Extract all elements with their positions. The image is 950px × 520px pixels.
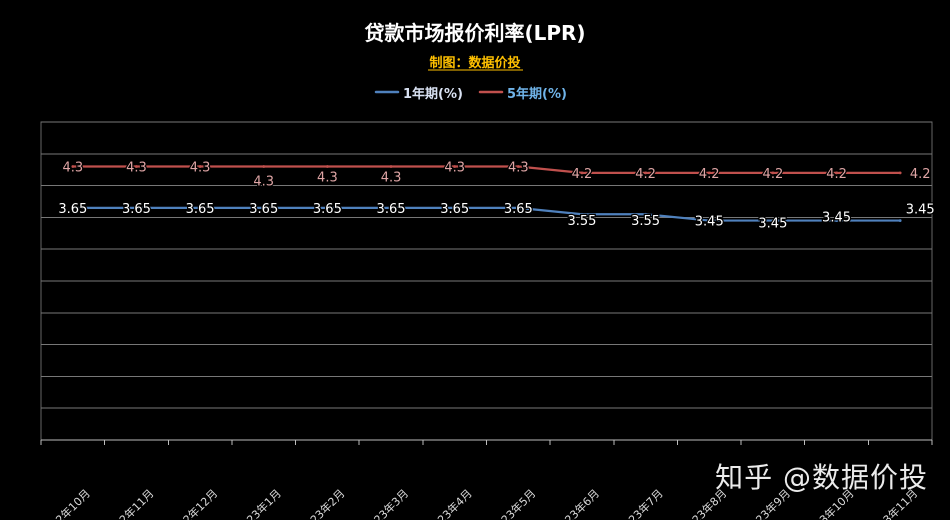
data-point-five-year <box>644 171 648 175</box>
data-point-five-year <box>453 165 457 168</box>
data-label-five-year: 4.3 <box>126 161 147 176</box>
series-line-one-year <box>71 206 902 222</box>
chart-subtitle: 制图：数据价投 <box>429 55 520 71</box>
data-point-five-year <box>71 165 75 168</box>
data-point-five-year <box>898 171 902 175</box>
data-point-one-year <box>835 219 838 222</box>
data-point-five-year <box>771 171 775 175</box>
data-point-one-year <box>898 219 902 222</box>
data-point-one-year <box>580 212 584 216</box>
data-point-five-year <box>707 171 711 175</box>
data-label-five-year: 4.3 <box>508 161 529 176</box>
data-point-one-year <box>71 206 75 210</box>
data-label-one-year: 3.45 <box>906 203 935 218</box>
data-label-one-year: 3.45 <box>695 215 724 230</box>
data-label-five-year: 4.2 <box>763 167 784 182</box>
data-point-one-year <box>135 206 138 210</box>
data-point-five-year <box>262 165 266 168</box>
data-label-one-year: 3.65 <box>186 202 215 217</box>
data-point-five-year <box>325 165 329 168</box>
data-label-one-year: 3.65 <box>313 202 342 217</box>
series-line-five-year <box>71 165 902 174</box>
data-point-one-year <box>198 206 202 210</box>
data-point-one-year <box>771 219 775 222</box>
data-point-five-year <box>516 165 520 168</box>
data-label-five-year: 4.3 <box>62 161 83 176</box>
data-point-five-year <box>198 165 202 168</box>
watermark-text: 知乎 @数据价投 <box>715 461 928 494</box>
data-label-five-year: 4.2 <box>699 167 720 182</box>
data-label-five-year: 4.2 <box>826 167 847 182</box>
data-label-one-year: 3.65 <box>58 202 87 217</box>
data-label-one-year: 3.65 <box>440 202 469 217</box>
data-label-five-year: 4.3 <box>190 161 211 176</box>
data-label-one-year: 3.55 <box>567 214 596 229</box>
data-point-one-year <box>453 206 457 210</box>
data-label-five-year: 4.3 <box>444 161 465 176</box>
data-point-one-year <box>389 206 393 210</box>
data-point-one-year <box>644 212 648 216</box>
data-label-one-year: 3.65 <box>377 202 406 217</box>
data-label-one-year: 3.45 <box>822 211 851 226</box>
data-point-five-year <box>135 165 138 168</box>
data-label-five-year: 4.2 <box>910 167 931 182</box>
data-point-five-year <box>580 171 584 175</box>
legend-item-one-year: 1年期(%) <box>403 86 463 102</box>
data-label-one-year: 3.45 <box>758 217 787 232</box>
data-label-one-year: 3.65 <box>122 202 151 217</box>
data-label-five-year: 4.2 <box>572 167 593 182</box>
data-point-five-year <box>389 165 393 168</box>
data-point-one-year <box>325 206 329 210</box>
data-label-five-year: 4.3 <box>317 171 338 186</box>
data-point-one-year <box>262 206 266 210</box>
data-label-one-year: 3.55 <box>631 214 660 229</box>
legend-item-five-year: 5年期(%) <box>507 86 567 102</box>
data-point-one-year <box>707 219 711 222</box>
data-label-one-year: 3.65 <box>249 202 278 217</box>
data-label-one-year: 3.65 <box>504 202 533 217</box>
data-label-five-year: 4.2 <box>635 167 656 182</box>
data-point-one-year <box>516 206 520 210</box>
data-point-five-year <box>835 171 838 175</box>
data-label-five-year: 4.3 <box>253 175 274 190</box>
data-label-five-year: 4.3 <box>381 171 402 186</box>
chart-title: 贷款市场报价利率(LPR) <box>364 21 585 45</box>
